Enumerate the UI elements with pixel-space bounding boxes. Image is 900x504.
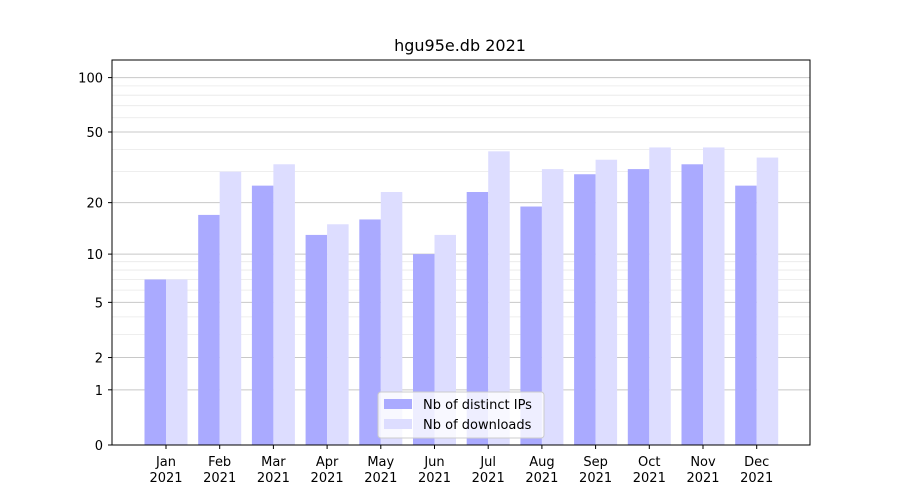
x-tick-label-year: 2021 — [579, 471, 612, 486]
bar-downloads — [488, 151, 510, 445]
bar-distinct-ips — [305, 234, 328, 445]
x-tick-label-month: Dec — [744, 455, 769, 470]
x-tick-label-year: 2021 — [686, 471, 719, 486]
x-tick-label-month: Apr — [316, 455, 339, 470]
bar-downloads — [327, 224, 349, 445]
legend: Nb of distinct IPs Nb of downloads — [377, 391, 545, 439]
y-tick-label: 5 — [95, 296, 103, 311]
bar-downloads — [380, 192, 403, 445]
y-tick-label: 50 — [86, 126, 103, 141]
x-tick-label-month: Oct — [638, 455, 660, 470]
x-tick-label-month: Nov — [690, 455, 716, 470]
x-tick-label-month: Jan — [155, 455, 176, 470]
x-tick-label-month: Feb — [208, 455, 231, 470]
bar-downloads — [756, 157, 779, 446]
y-tick-label: 100 — [78, 72, 103, 87]
x-tick-label-month: Mar — [261, 455, 286, 470]
bar-distinct-ips — [198, 214, 220, 445]
bar-downloads — [703, 147, 725, 446]
legend-label: Nb of downloads — [423, 418, 532, 433]
x-tick-label-year: 2021 — [633, 471, 666, 486]
x-tick-label-year: 2021 — [311, 471, 344, 486]
bar-distinct-ips — [466, 192, 489, 445]
x-tick-label-year: 2021 — [472, 471, 505, 486]
y-tick-label: 0 — [95, 439, 103, 454]
bar-downloads — [219, 171, 242, 445]
x-tick-label-month: Jul — [479, 455, 496, 470]
x-tick-label-year: 2021 — [418, 471, 451, 486]
x-tick-label-year: 2021 — [525, 471, 558, 486]
bar-downloads — [649, 147, 671, 446]
axes-layer: 0125102050100Jan2021Feb2021Mar2021Apr202… — [78, 72, 773, 486]
x-tick-label-month: May — [367, 455, 394, 470]
legend-swatch — [384, 399, 412, 409]
bar-downloads — [273, 164, 295, 446]
legend-label: Nb of distinct IPs — [423, 398, 532, 413]
bar-distinct-ips — [681, 164, 703, 446]
y-tick-label: 2 — [95, 352, 103, 367]
bar-distinct-ips — [520, 206, 542, 445]
bar-distinct-ips — [359, 219, 381, 445]
y-tick-label: 1 — [95, 384, 103, 399]
x-tick-label-month: Sep — [583, 455, 608, 470]
x-tick-label-year: 2021 — [364, 471, 397, 486]
bar-downloads — [541, 169, 564, 445]
bar-downloads — [595, 159, 618, 445]
chart-title: hgu95e.db 2021 — [394, 36, 526, 55]
x-tick-label-year: 2021 — [257, 471, 290, 486]
x-tick-label-month: Jun — [423, 455, 444, 470]
bar-downloads — [166, 279, 188, 445]
x-tick-label-year: 2021 — [740, 471, 773, 486]
plot-frame — [111, 59, 811, 446]
bar-distinct-ips — [251, 185, 274, 446]
y-tick-label: 10 — [86, 248, 103, 263]
legend-box — [377, 391, 545, 439]
bar-distinct-ips — [627, 169, 650, 445]
bar-distinct-ips — [574, 174, 596, 445]
bar-distinct-ips — [735, 185, 757, 446]
bars-layer — [144, 147, 779, 446]
x-tick-label-year: 2021 — [149, 471, 182, 486]
bar-distinct-ips — [144, 279, 166, 445]
x-tick-label-year: 2021 — [203, 471, 236, 486]
x-tick-label-month: Aug — [529, 455, 554, 470]
legend-swatch — [384, 419, 412, 429]
y-tick-label: 20 — [86, 197, 103, 212]
